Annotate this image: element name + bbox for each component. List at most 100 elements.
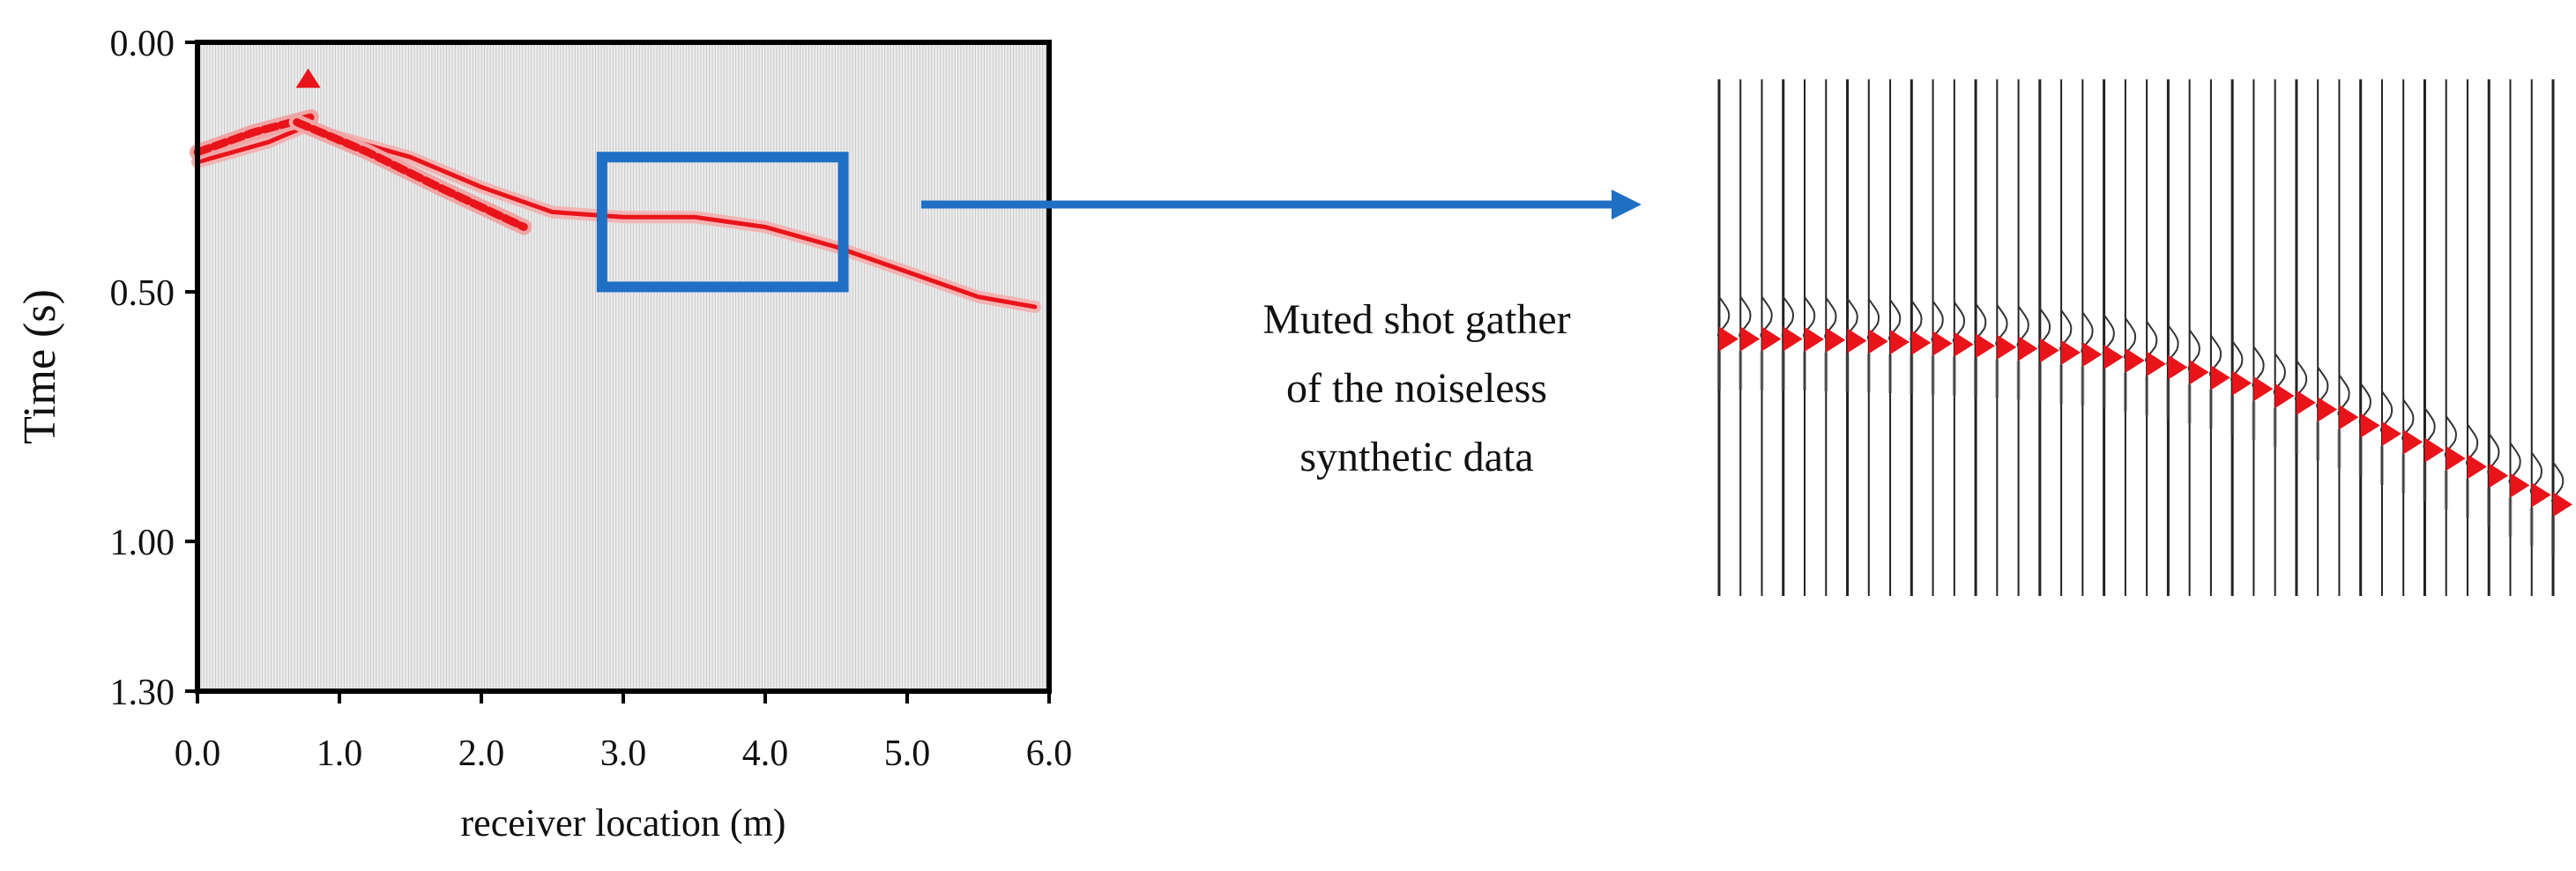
zoom-event-wedge — [2424, 437, 2445, 463]
zoom-event-wedge — [2232, 370, 2252, 396]
gather-events — [190, 68, 1041, 314]
zoom-event-wedge — [1911, 330, 1932, 355]
y-tick-label: 1.30 — [110, 673, 175, 713]
arrow-head — [1612, 190, 1642, 220]
zoom-wiggle — [1781, 296, 1795, 339]
caption-line-1: Muted shot gather — [1262, 296, 1570, 343]
zoom-wiggle — [2123, 317, 2137, 360]
zoom-event-wedge — [2103, 344, 2124, 369]
zoom-arrow — [921, 190, 1642, 220]
zoom-wiggle — [2358, 383, 2371, 425]
zoom-wiggle — [2379, 391, 2394, 433]
zoom-wiggle — [2037, 307, 2051, 350]
zoom-wiggle — [2487, 432, 2500, 475]
zoom-event-wedge — [1868, 329, 1888, 354]
zoom-event-wedge — [2210, 365, 2230, 391]
y-tick-label: 0.50 — [110, 273, 175, 314]
plot-background — [197, 42, 1049, 691]
zoom-event-wedge — [1805, 326, 1825, 352]
zoom-events — [1719, 326, 2572, 517]
zoom-event-wedge — [2510, 473, 2530, 498]
zoom-event-wedge — [1847, 328, 1867, 354]
zoom-wiggle — [1952, 302, 1966, 344]
zoom-event-wedge — [2339, 405, 2359, 430]
zoom-wiggle — [2529, 451, 2542, 495]
shot-gather-panel: 0.00 0.50 1.00 1.30 0.0 1.0 2.0 3.0 4.0 5.0 6.0 T… — [15, 24, 1072, 845]
zoom-wiggle — [2230, 340, 2244, 383]
zoom-wiggle — [1974, 302, 1987, 345]
zoom-wiggle — [1931, 301, 1944, 343]
zoom-wiggle — [2423, 407, 2436, 450]
zoom-event-wedge — [2274, 383, 2295, 408]
zoom-wiggle — [2337, 374, 2350, 417]
zoom-event-wedge — [2553, 492, 2572, 517]
zoom-wiggle — [2187, 329, 2200, 371]
zoom-event-wedge — [2082, 342, 2103, 368]
zoom-event-wedge — [2168, 354, 2188, 380]
zoom-panel — [1717, 79, 2572, 596]
zoom-event-wedge — [2381, 421, 2401, 446]
zoom-event-wedge — [2467, 454, 2487, 480]
zoom-wiggle — [2145, 321, 2158, 363]
x-tick-label: 5.0 — [884, 733, 931, 774]
zoom-wiggle — [1824, 297, 1837, 339]
zoom-event-wedge — [1890, 330, 1910, 355]
zoom-event-wedge — [2147, 351, 2167, 376]
zoom-event-wedge — [1932, 331, 1953, 356]
zoom-wiggle — [2273, 353, 2286, 395]
zoom-traces — [1717, 79, 2565, 596]
zoom-event-wedge — [2489, 463, 2509, 488]
zoom-wiggle — [1803, 296, 1816, 339]
y-axis-label: Time (s) — [15, 289, 65, 444]
zoom-event-wedge — [1954, 331, 1974, 357]
zoom-wiggle — [2102, 314, 2115, 356]
x-axis-ticks: 0.0 1.0 2.0 3.0 4.0 5.0 6.0 — [175, 691, 1073, 774]
zoom-wiggle — [2208, 334, 2222, 377]
zoom-wiggle — [1888, 299, 1902, 341]
zoom-wiggle — [1866, 298, 1880, 340]
zoom-event-wedge — [1719, 326, 1738, 352]
zoom-event-wedge — [1740, 326, 1761, 352]
caption-line-3: synthetic data — [1299, 434, 1533, 480]
zoom-wiggle — [1845, 297, 1858, 340]
y-axis-ticks: 0.00 0.50 1.00 1.30 — [110, 24, 197, 713]
gather-traces — [200, 45, 1046, 689]
apex-event — [295, 68, 321, 88]
zoom-wiggle — [1995, 304, 2008, 346]
zoom-event-wedge — [2360, 413, 2380, 438]
zoom-event-wedge — [2296, 390, 2316, 415]
secondary-event — [293, 118, 528, 231]
zoom-wiggle — [2081, 311, 2094, 354]
zoom-event-wedge — [1783, 326, 1803, 352]
zoom-wiggle — [1760, 296, 1773, 339]
zoom-event-wedge — [1761, 326, 1782, 352]
zoom-wiggle — [2466, 423, 2479, 466]
caption-line-2: of the noiseless — [1286, 365, 1547, 412]
zoom-event-wedge — [2061, 339, 2081, 365]
zoom-wiggle — [2016, 305, 2029, 348]
x-tick-label: 2.0 — [458, 733, 505, 774]
x-tick-label: 1.0 — [316, 733, 363, 774]
x-tick-label: 0.0 — [175, 733, 221, 774]
zoom-wiggle — [1910, 300, 1923, 342]
zoom-wiggle — [2401, 398, 2415, 442]
zoom-wiggle — [2444, 415, 2457, 458]
zoom-box — [596, 152, 849, 293]
x-tick-label: 6.0 — [1026, 733, 1073, 774]
zoom-wiggle — [2294, 360, 2308, 402]
x-axis-label: receiver location (m) — [461, 801, 786, 845]
zoom-wiggle — [2252, 346, 2265, 388]
zoom-event-wedge — [1997, 334, 2017, 360]
zoom-event-wedge — [2039, 338, 2059, 363]
zoom-event-wedge — [2531, 482, 2551, 508]
zoom-wiggle — [2316, 366, 2329, 409]
y-tick-label: 1.00 — [110, 523, 175, 563]
zoom-wiggle — [2508, 442, 2521, 485]
zoom-wiggle — [2059, 309, 2073, 352]
x-tick-label: 4.0 — [742, 733, 789, 774]
zoom-wiggle — [2166, 324, 2179, 367]
zoom-event-wedge — [2189, 360, 2209, 385]
zoom-wiggle — [2551, 461, 2565, 503]
zoom-wiggle — [1738, 296, 1752, 339]
